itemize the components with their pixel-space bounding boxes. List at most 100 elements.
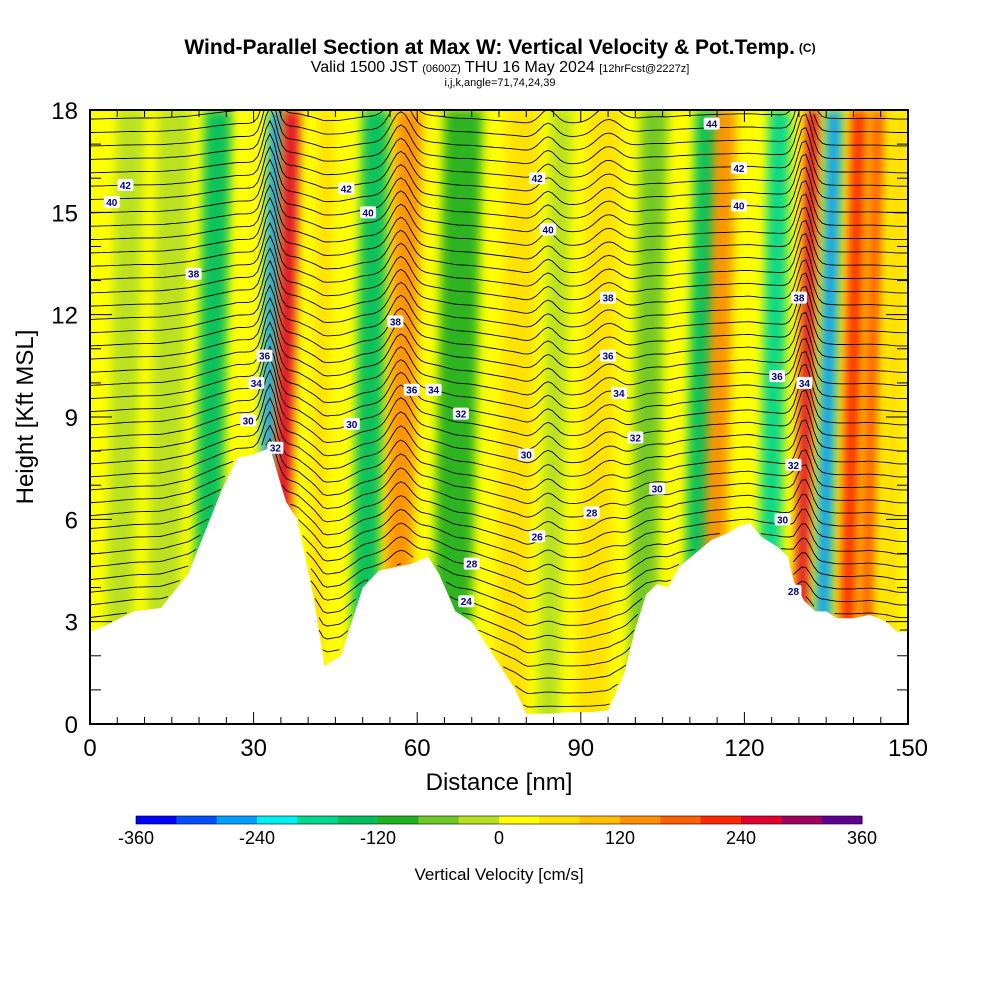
theta-label: 32 bbox=[452, 407, 469, 421]
theta-label-text: 40 bbox=[106, 198, 118, 209]
theta-contour-line bbox=[90, 284, 908, 355]
x-tick-label: 90 bbox=[567, 735, 594, 762]
theta-contour-line bbox=[90, 563, 908, 613]
theta-label: 40 bbox=[540, 223, 557, 236]
velocity-band bbox=[537, 110, 573, 724]
theta-label: 34 bbox=[248, 376, 265, 390]
colorbar-tick-label: 0 bbox=[494, 828, 504, 848]
theta-label-text: 30 bbox=[652, 485, 664, 496]
theta-contour-line bbox=[90, 209, 908, 273]
theta-contour-line bbox=[90, 580, 908, 627]
theta-label-background bbox=[185, 267, 202, 280]
x-tick-label: 150 bbox=[888, 735, 928, 762]
theta-label: 32 bbox=[627, 431, 644, 444]
chart-title-text: Wind-Parallel Section at Max W: Vertical… bbox=[184, 36, 795, 59]
colorbar-label: Vertical Velocity [cm/s] bbox=[414, 865, 583, 884]
theta-label: 38 bbox=[185, 267, 202, 281]
theta-label: 34 bbox=[610, 387, 627, 400]
colorbar-swatch bbox=[257, 816, 298, 824]
theta-label-background bbox=[452, 407, 469, 420]
theta-label-text: 34 bbox=[613, 389, 625, 400]
colorbar: -360 -240 -120 0 120 240 360 bbox=[118, 815, 877, 848]
theta-label: 26 bbox=[529, 530, 546, 543]
theta-label: 38 bbox=[790, 291, 807, 305]
theta-label: 32 bbox=[785, 458, 802, 472]
colorbar-swatch bbox=[660, 816, 702, 824]
theta-contour-line bbox=[90, 259, 908, 328]
theta-label-background bbox=[256, 349, 273, 362]
x-tick-label: 60 bbox=[404, 735, 431, 762]
theta-label-background bbox=[627, 431, 644, 444]
colorbar-swatch bbox=[136, 816, 177, 824]
theta-label-text: 40 bbox=[363, 208, 375, 219]
theta-label-text: 30 bbox=[521, 451, 533, 462]
theta-label-text: 44 bbox=[706, 120, 718, 131]
colorbar-swatch bbox=[297, 816, 339, 824]
theta-label: 30 bbox=[518, 448, 535, 462]
colorbar-tick-label: -240 bbox=[239, 828, 275, 848]
theta-label-text: 32 bbox=[270, 444, 282, 455]
theta-contour-line bbox=[90, 596, 908, 640]
theta-label: 36 bbox=[403, 383, 420, 397]
theta-label-text: 36 bbox=[772, 372, 784, 383]
theta-label-text: 38 bbox=[188, 270, 200, 281]
velocity-band bbox=[812, 110, 843, 724]
colorbar-tick-label: -360 bbox=[118, 828, 154, 848]
x-tick-label: 0 bbox=[83, 735, 96, 762]
theta-contour-line bbox=[90, 508, 908, 559]
terrain-mask bbox=[90, 447, 908, 724]
theta-contour-line bbox=[90, 410, 908, 491]
y-tick-label: 9 bbox=[65, 405, 78, 432]
colorbar-outline bbox=[135, 815, 863, 825]
theta-label: 36 bbox=[256, 349, 273, 363]
theta-contour-line bbox=[90, 272, 908, 341]
colorbar-swatch bbox=[579, 816, 621, 824]
theta-label-text: 28 bbox=[586, 509, 598, 520]
theta-label-text: 42 bbox=[733, 164, 745, 175]
theta-contour-line bbox=[90, 110, 908, 137]
theta-contours bbox=[90, 110, 908, 708]
theta-label-background bbox=[600, 349, 617, 362]
theta-label-background bbox=[610, 387, 627, 400]
theta-label: 34 bbox=[425, 383, 442, 397]
theta-contour-line bbox=[90, 397, 908, 477]
theta-contour-line bbox=[90, 234, 908, 301]
y-tick-label: 15 bbox=[51, 200, 78, 227]
theta-label: 30 bbox=[649, 482, 666, 496]
theta-label-text: 42 bbox=[120, 181, 132, 192]
theta-label-text: 30 bbox=[243, 416, 255, 427]
theta-label-background bbox=[730, 199, 747, 212]
theta-label-text: 28 bbox=[466, 560, 478, 571]
chart-title-block: Wind-Parallel Section at Max W: Vertical… bbox=[0, 36, 1000, 90]
colorbar-swatch bbox=[700, 816, 742, 824]
theta-label-text: 36 bbox=[406, 386, 418, 397]
theta-label-text: 36 bbox=[603, 352, 615, 363]
colorbar-swatch bbox=[216, 816, 258, 824]
theta-contour-line bbox=[90, 196, 908, 260]
theta-label-background bbox=[387, 315, 404, 328]
theta-contour-line bbox=[90, 119, 908, 178]
theta-contour-line bbox=[90, 110, 908, 165]
velocity-band bbox=[493, 110, 540, 724]
theta-label-text: 34 bbox=[799, 379, 811, 390]
colorbar-tick-label: 120 bbox=[605, 828, 635, 848]
theta-label: 42 bbox=[338, 182, 355, 195]
colorbar-swatch bbox=[458, 816, 500, 824]
theta-contour-line bbox=[90, 132, 908, 192]
theta-label-background bbox=[529, 530, 546, 543]
theta-label-background bbox=[730, 161, 747, 174]
theta-label: 44 bbox=[703, 117, 720, 131]
theta-label-background bbox=[540, 223, 557, 236]
velocity-band bbox=[792, 110, 820, 724]
colorbar-tick-label: -120 bbox=[360, 828, 396, 848]
colorbar-swatch bbox=[337, 816, 379, 824]
theta-label: 42 bbox=[730, 161, 747, 175]
theta-label: 28 bbox=[463, 557, 480, 571]
theta-label: 36 bbox=[600, 349, 617, 363]
theta-contour-line bbox=[90, 369, 908, 450]
theta-label: 40 bbox=[360, 206, 377, 219]
theta-label: 40 bbox=[730, 199, 747, 213]
x-tick-label: 120 bbox=[724, 735, 764, 762]
x-tick-label: 30 bbox=[240, 735, 267, 762]
